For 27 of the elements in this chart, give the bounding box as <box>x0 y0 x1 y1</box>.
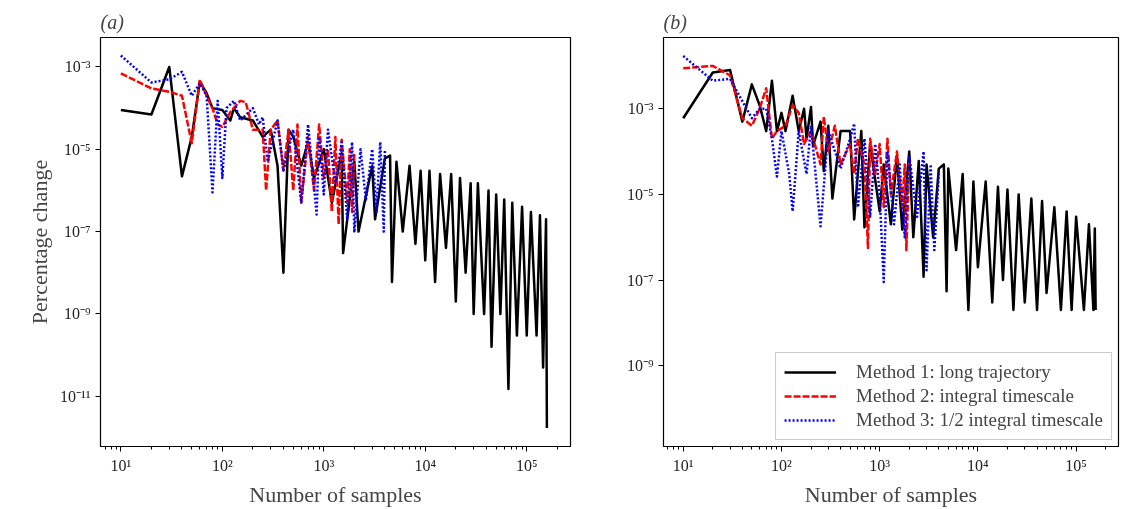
x-tick-label: 10⁵ <box>515 456 538 474</box>
y-tick-label: 10⁻⁹ <box>63 305 91 323</box>
y-tick-label: 10⁻⁷ <box>63 223 91 241</box>
x-tick-label: 10³ <box>313 456 335 474</box>
chart-title: (a) <box>100 10 125 34</box>
x-tick-label: 10² <box>211 456 233 474</box>
y-tick-label: 10⁻³ <box>627 100 654 118</box>
y-tick-label: 10⁻³ <box>64 58 91 76</box>
chart-title: (b) <box>663 10 688 34</box>
x-tick-label: 10⁴ <box>967 456 990 474</box>
x-tick-label: 10⁵ <box>1065 456 1087 474</box>
legend-label: Method 1: long trajectory <box>856 361 1051 383</box>
y-tick-label: 10⁻⁵ <box>63 140 91 158</box>
y-axis-title: Percentage change <box>26 159 52 325</box>
legend-label: Method 3: 1/2 integral timescale <box>856 409 1103 431</box>
y-tick-label: 10⁻¹¹ <box>59 387 91 405</box>
x-tick-label: 10¹ <box>110 456 132 474</box>
legend-label: Method 2: integral timescale <box>856 385 1074 407</box>
x-axis-title: Number of samples <box>804 481 978 507</box>
y-tick-label: 10⁻⁵ <box>626 185 654 203</box>
y-tick-label: 10⁻⁷ <box>626 271 654 289</box>
y-tick-label: 10⁻⁹ <box>626 357 654 375</box>
x-axis-title: Number of samples <box>249 481 422 507</box>
x-tick-label: 10² <box>771 456 793 474</box>
x-tick-label: 10¹ <box>672 456 694 474</box>
x-tick-label: 10³ <box>869 456 891 474</box>
x-tick-label: 10⁴ <box>414 456 437 474</box>
